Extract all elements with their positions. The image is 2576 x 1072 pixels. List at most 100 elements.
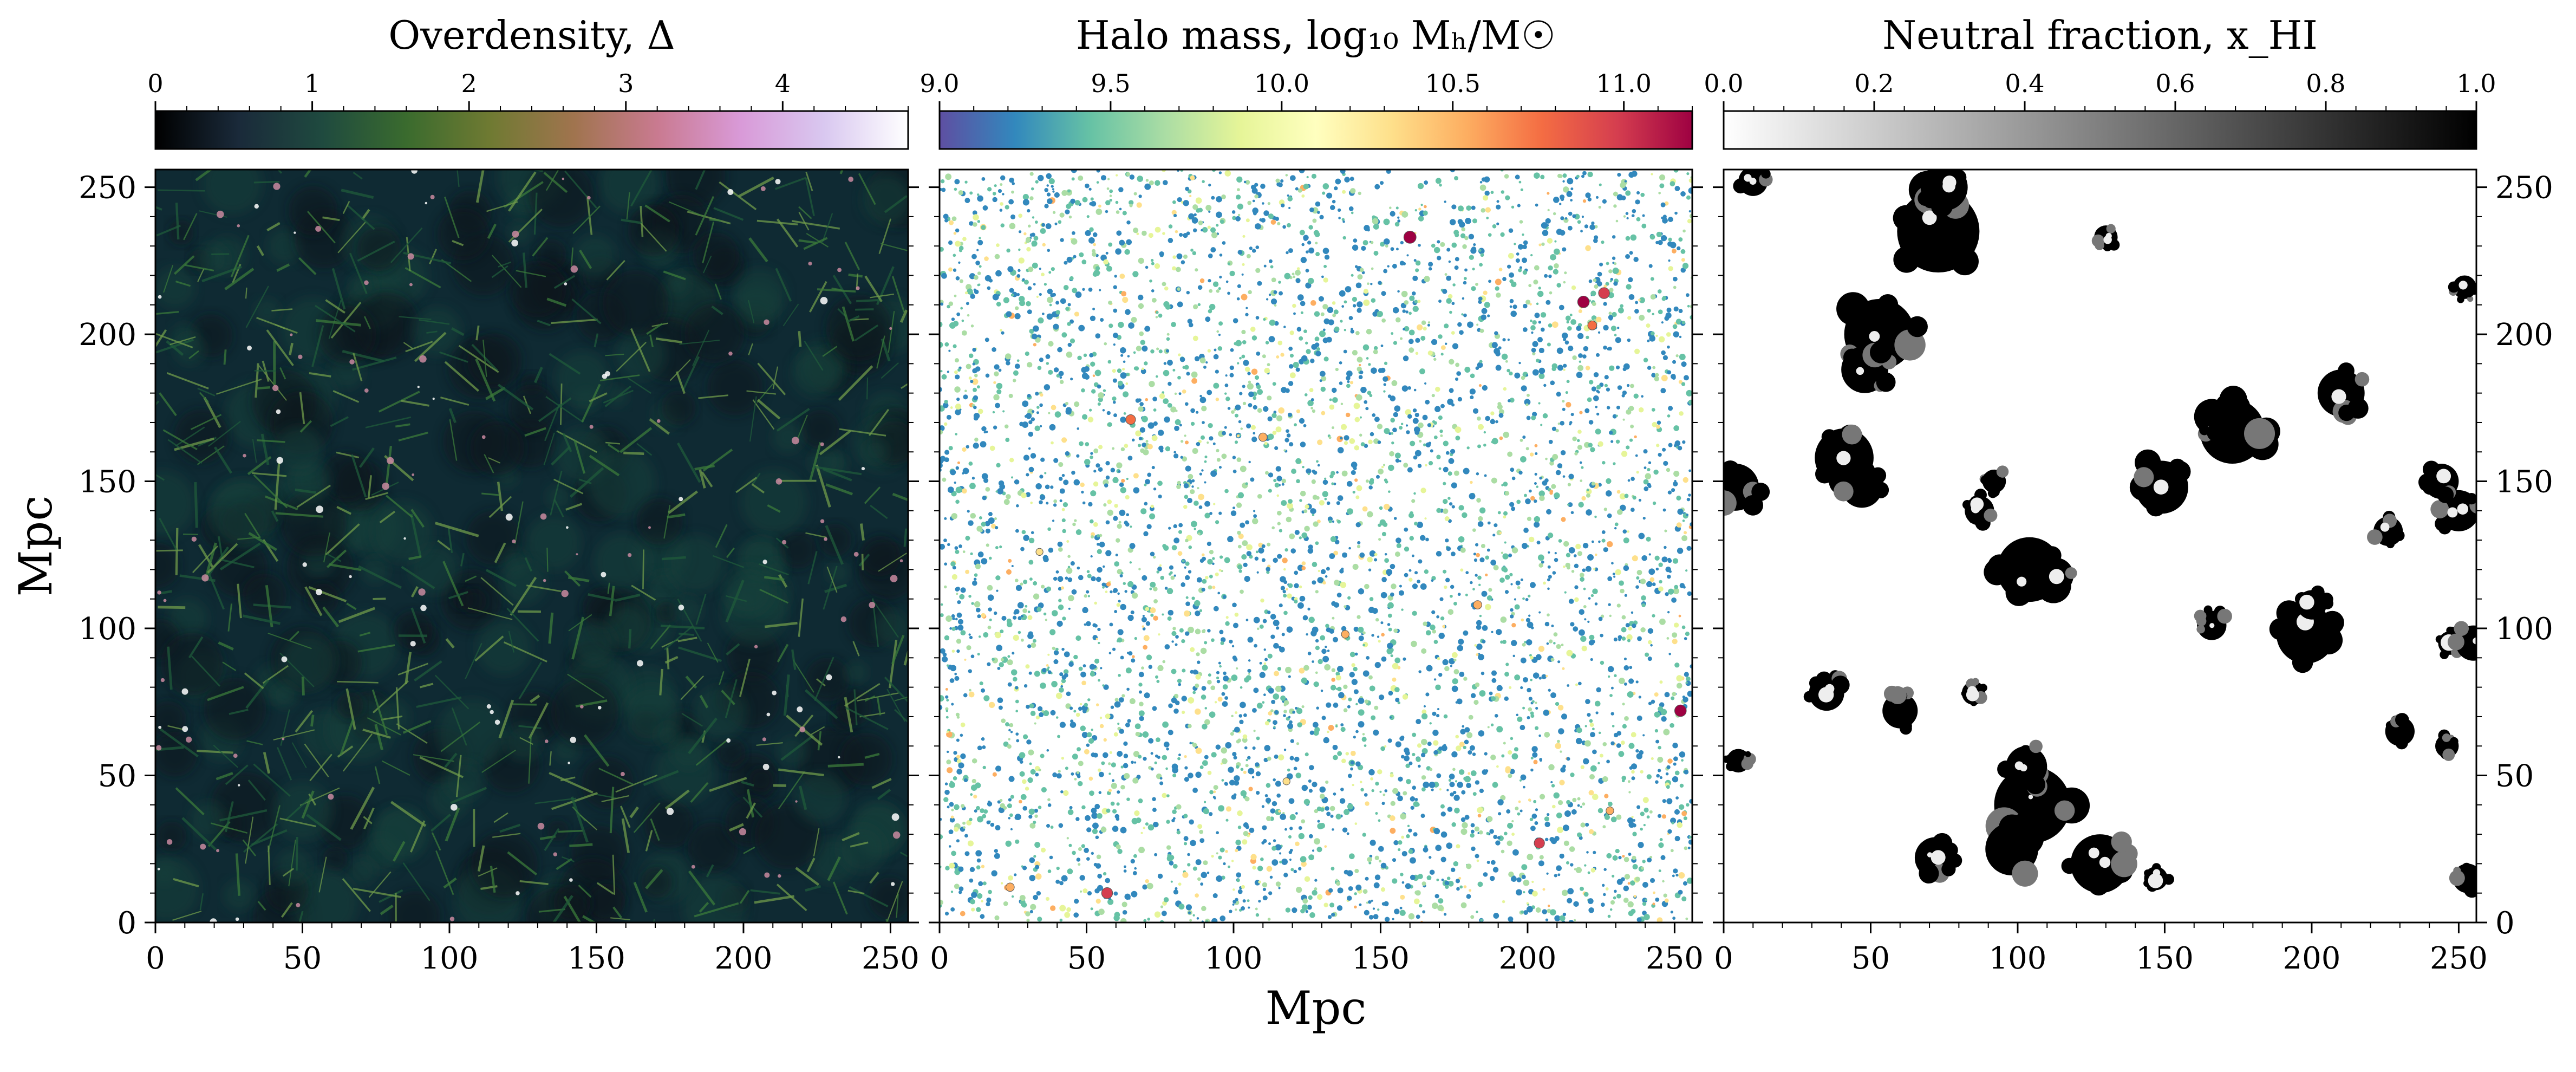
halo-point	[1278, 754, 1284, 761]
density-peak	[648, 526, 651, 529]
filament	[207, 543, 238, 574]
halo-point	[1235, 404, 1241, 411]
halo-point	[979, 681, 983, 686]
halo-point	[1320, 386, 1326, 392]
halo-point	[1275, 178, 1280, 183]
halo-point	[1455, 780, 1458, 783]
halo-point	[1195, 411, 1199, 414]
filament	[159, 517, 178, 551]
halo-point	[1116, 462, 1123, 469]
halo-point	[1319, 500, 1325, 506]
halo-point	[1647, 309, 1651, 313]
halo-point	[1212, 557, 1215, 560]
halo-point	[1451, 505, 1455, 509]
halo-point	[985, 430, 988, 433]
halo-point	[983, 809, 988, 814]
halo-point	[1587, 713, 1591, 717]
halo-point	[1563, 368, 1566, 371]
halo-point	[1490, 419, 1496, 425]
halo-point	[1409, 536, 1414, 541]
halo-point	[1507, 264, 1511, 269]
halo-point	[1207, 629, 1211, 633]
halo-point	[1298, 833, 1305, 840]
halo-point	[1524, 641, 1527, 644]
halo-point	[1456, 745, 1462, 751]
halo-point	[1079, 875, 1085, 881]
halo-point	[1086, 570, 1090, 574]
density-peak	[494, 719, 500, 725]
halo-point	[1538, 347, 1544, 354]
filament	[772, 366, 779, 389]
halo-point	[1525, 498, 1531, 504]
halo-point	[1082, 664, 1086, 667]
halo-point	[1289, 814, 1296, 821]
halo-point	[1384, 917, 1390, 922]
halo-point	[1395, 248, 1399, 251]
filament	[175, 426, 205, 447]
halo-point	[1307, 607, 1310, 610]
halo-point	[1632, 496, 1636, 500]
halo-point	[1630, 384, 1634, 388]
halo-point	[1650, 331, 1655, 336]
halo-point	[1119, 574, 1123, 578]
halo-point	[1680, 267, 1686, 273]
halo-point	[1572, 797, 1577, 802]
halo-point	[961, 330, 967, 336]
halo-point	[1189, 194, 1192, 198]
halo-point	[1194, 213, 1197, 217]
filament	[839, 428, 886, 437]
halo-point	[1071, 238, 1078, 245]
halo-point	[1476, 498, 1481, 503]
halo-point	[1407, 467, 1413, 473]
halo-point	[1554, 874, 1557, 878]
density-peak	[861, 466, 865, 471]
halo-point	[1007, 803, 1012, 809]
halo-point	[1548, 439, 1553, 444]
halo-point	[1222, 595, 1227, 599]
halo-point	[1645, 652, 1649, 657]
halo-point	[1402, 694, 1408, 700]
halo-point	[1373, 346, 1378, 350]
halo-point	[1511, 753, 1518, 760]
halo-point	[1527, 393, 1530, 397]
halo-point	[1027, 309, 1032, 315]
halo-point	[1368, 861, 1372, 865]
halo-point	[975, 782, 981, 789]
halo-point	[1200, 882, 1204, 886]
filament	[588, 593, 615, 601]
halo-point	[986, 897, 992, 903]
halo-point	[1133, 854, 1137, 858]
halo-point	[1641, 555, 1647, 561]
halo-point	[1412, 275, 1418, 281]
halo-point	[1312, 782, 1318, 788]
halo-point	[1507, 339, 1510, 341]
halo-point	[1207, 349, 1211, 353]
halo-point	[1124, 590, 1127, 593]
halo-point	[1389, 451, 1394, 457]
filament	[304, 743, 329, 777]
halo-point	[1119, 207, 1122, 211]
halo-point	[1440, 353, 1444, 356]
filament	[371, 689, 388, 736]
halo-point	[1573, 554, 1577, 557]
density-peak	[157, 590, 161, 595]
halo-point	[1327, 730, 1329, 733]
halo-point	[1131, 438, 1135, 442]
filament	[649, 418, 670, 435]
halo-point	[1195, 628, 1201, 635]
filament	[558, 829, 583, 833]
halo-point	[1359, 416, 1362, 419]
filament	[706, 864, 714, 878]
halo-point	[1657, 757, 1664, 763]
halo-point	[1134, 366, 1139, 371]
halo-point	[1106, 808, 1111, 813]
halo-point	[1602, 776, 1608, 782]
halo-point	[946, 759, 951, 765]
halo-point	[1590, 594, 1594, 597]
filament	[612, 854, 616, 895]
filament	[211, 253, 230, 255]
halo-point	[1088, 187, 1092, 191]
halo-point	[1470, 395, 1474, 400]
density-peak	[409, 283, 413, 287]
halo-point	[1204, 455, 1208, 459]
